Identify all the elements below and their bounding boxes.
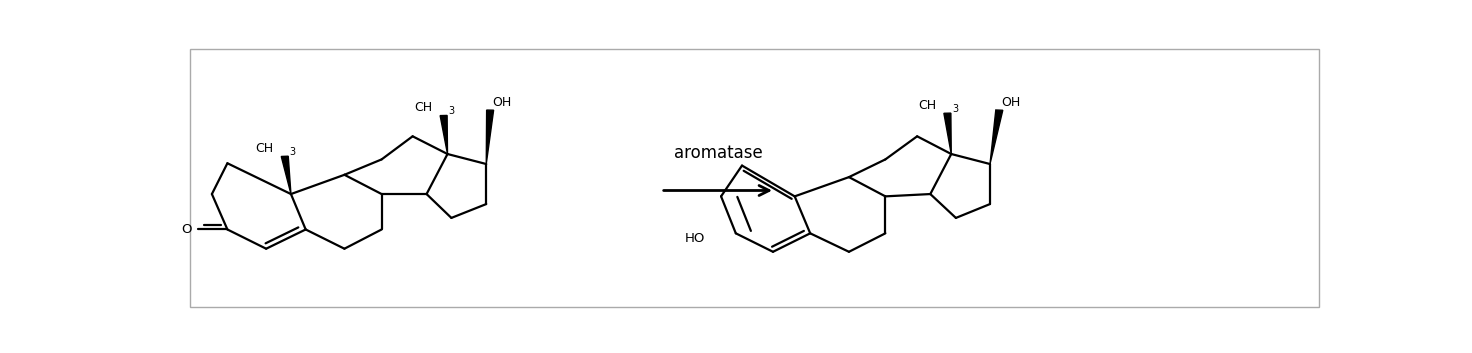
Text: CH: CH bbox=[255, 142, 274, 155]
Text: OH: OH bbox=[493, 96, 512, 109]
Text: 3: 3 bbox=[447, 106, 455, 116]
FancyBboxPatch shape bbox=[190, 49, 1319, 307]
Text: 3: 3 bbox=[952, 104, 958, 114]
Text: O: O bbox=[181, 223, 193, 236]
Text: 3: 3 bbox=[290, 147, 296, 157]
Text: CH: CH bbox=[919, 99, 936, 112]
Text: CH: CH bbox=[414, 101, 433, 114]
Text: OH: OH bbox=[1001, 96, 1020, 109]
Polygon shape bbox=[944, 113, 951, 154]
Polygon shape bbox=[486, 110, 493, 164]
Polygon shape bbox=[281, 156, 291, 194]
Text: aromatase: aromatase bbox=[674, 144, 762, 162]
Polygon shape bbox=[991, 110, 1002, 164]
Polygon shape bbox=[440, 115, 447, 154]
Text: HO: HO bbox=[684, 232, 705, 245]
